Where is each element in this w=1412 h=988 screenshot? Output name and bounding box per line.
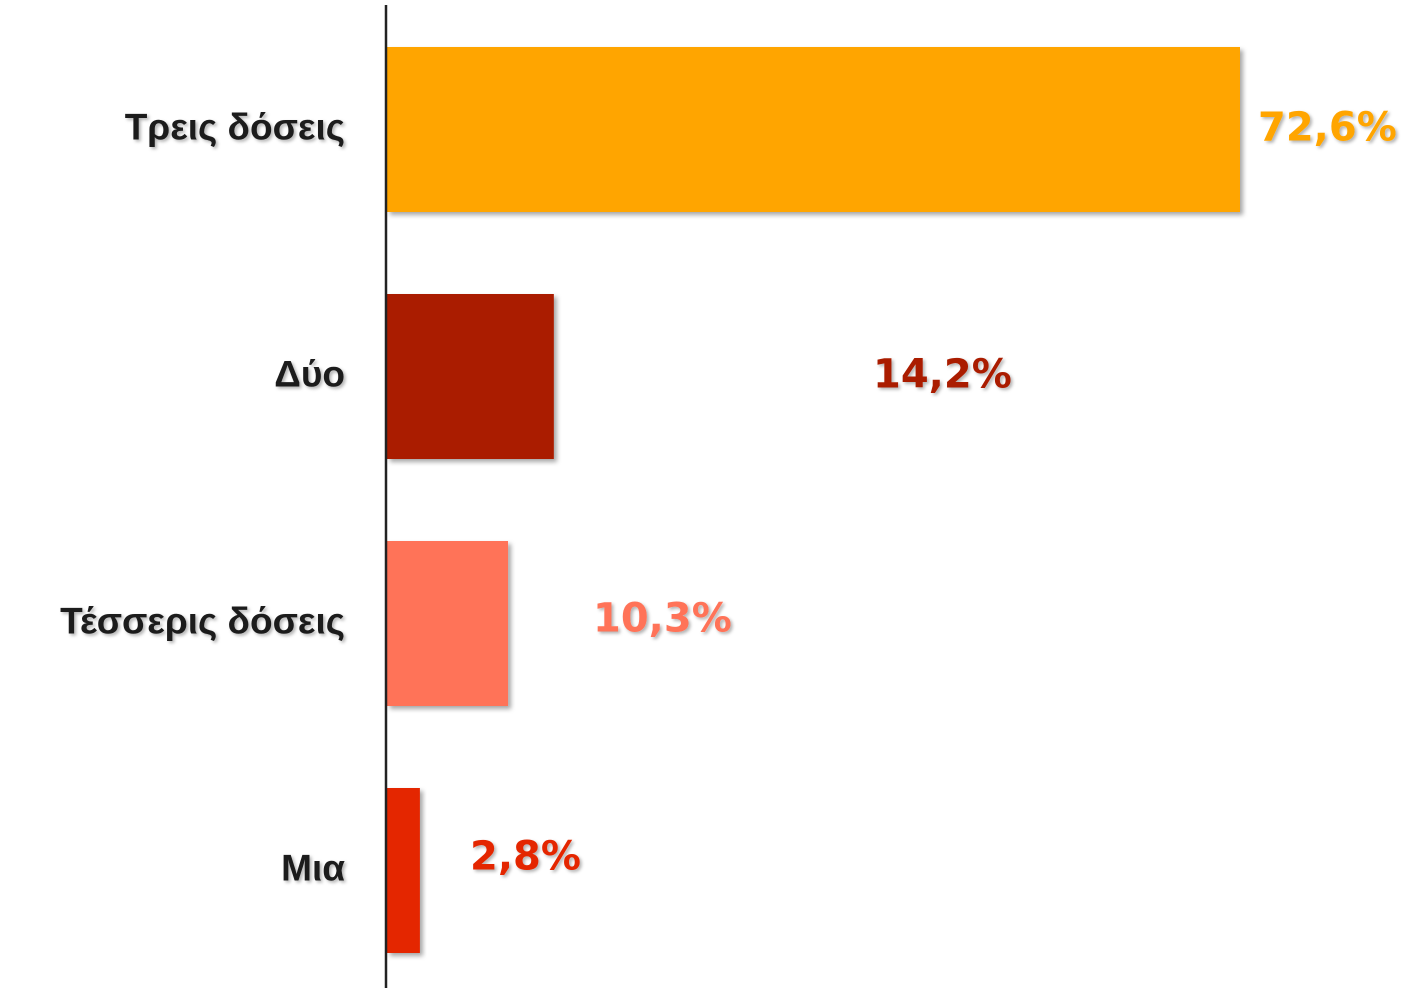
category-label: Τέσσερις δόσεις [60,600,345,641]
value-label: 2,8% [470,834,581,880]
category-label: Μια [281,847,345,888]
category-label: Δύο [274,353,345,394]
bar [387,788,420,953]
value-label: 72,6% [1258,105,1397,151]
value-label: 10,3% [593,596,732,642]
bar [387,541,509,706]
value-label: 14,2% [873,352,1012,398]
category-label: Τρεις δόσεις [125,106,345,147]
bar [387,294,554,459]
bar [387,47,1240,212]
